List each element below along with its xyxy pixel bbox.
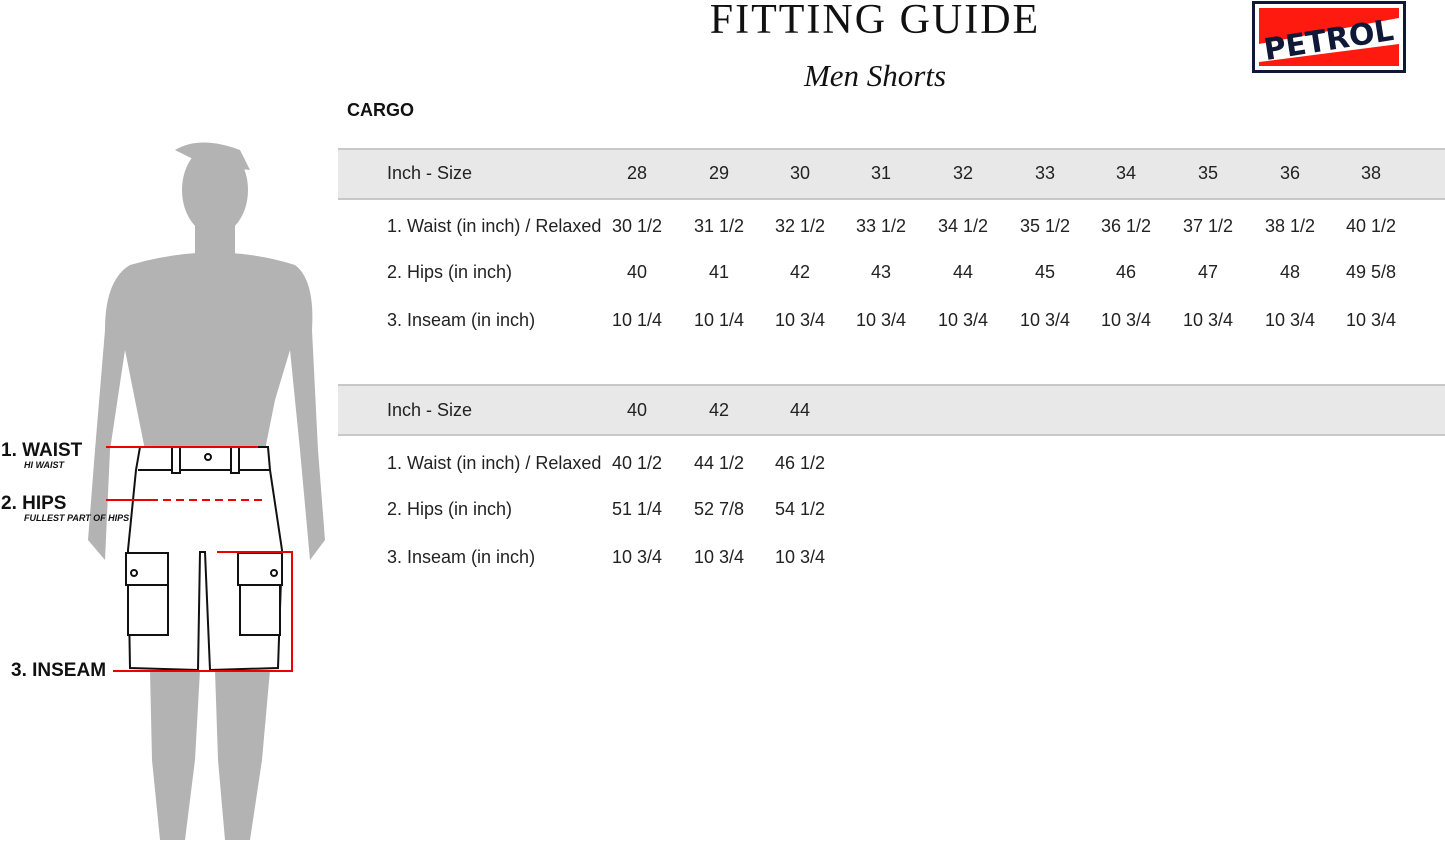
hips-sublabel: FULLEST PART OF HIPS <box>24 513 130 523</box>
table-cell: 40 1/2 <box>1345 216 1397 236</box>
size-header: 42 <box>708 400 730 420</box>
table-cell: 10 3/4 <box>1345 310 1397 330</box>
table-cell: 44 1/2 <box>693 453 745 473</box>
size-header: 36 <box>1279 163 1301 183</box>
table-header-label: Inch - Size <box>387 163 473 183</box>
table-cell: 10 3/4 <box>693 547 745 567</box>
table-cell: 51 1/4 <box>611 499 663 519</box>
table-cell: 38 1/2 <box>1264 216 1316 236</box>
row-label: 2. Hips (in inch) <box>387 262 513 282</box>
table-cell: 47 <box>1197 262 1219 282</box>
table-1-header-band <box>338 148 1445 200</box>
page-subtitle: Men Shorts <box>803 58 947 93</box>
table-header-label: Inch - Size <box>387 400 473 420</box>
row-label: 1. Waist (in inch) / Relaxed <box>387 216 602 236</box>
size-header: 34 <box>1115 163 1137 183</box>
table-cell: 10 3/4 <box>937 310 989 330</box>
table-2-header-band <box>338 384 1445 436</box>
row-label: 3. Inseam (in inch) <box>387 310 536 330</box>
table-cell: 40 <box>626 262 648 282</box>
table-cell: 10 1/4 <box>693 310 745 330</box>
table-cell: 41 <box>708 262 730 282</box>
table-cell: 10 3/4 <box>611 547 663 567</box>
table-cell: 36 1/2 <box>1100 216 1152 236</box>
table-cell: 46 1/2 <box>774 453 826 473</box>
table-cell: 32 1/2 <box>774 216 826 236</box>
hips-label: 2. HIPS <box>1 493 67 514</box>
row-label: 3. Inseam (in inch) <box>387 547 536 567</box>
waist-sublabel: HI WAIST <box>24 460 64 470</box>
table-cell: 46 <box>1115 262 1137 282</box>
size-header: 38 <box>1360 163 1382 183</box>
table-cell: 33 1/2 <box>855 216 907 236</box>
table-cell: 10 3/4 <box>1182 310 1234 330</box>
row-label: 2. Hips (in inch) <box>387 499 513 519</box>
table-cell: 43 <box>870 262 892 282</box>
size-header: 28 <box>626 163 648 183</box>
petrol-logo: PETROL <box>1252 1 1406 73</box>
inseam-label: 3. INSEAM <box>11 660 107 681</box>
table-cell: 10 3/4 <box>1100 310 1152 330</box>
table-cell: 10 1/4 <box>611 310 663 330</box>
table-cell: 44 <box>952 262 974 282</box>
body-silhouette <box>88 142 325 840</box>
waist-label: 1. WAIST <box>1 440 83 461</box>
table-cell: 49 5/8 <box>1345 262 1397 282</box>
size-header: 32 <box>952 163 974 183</box>
size-header: 31 <box>870 163 892 183</box>
table-cell: 48 <box>1279 262 1301 282</box>
table-cell: 10 3/4 <box>1019 310 1071 330</box>
table-cell: 37 1/2 <box>1182 216 1234 236</box>
table-cell: 34 1/2 <box>937 216 989 236</box>
table-cell: 35 1/2 <box>1019 216 1071 236</box>
row-label: 1. Waist (in inch) / Relaxed <box>387 453 602 473</box>
table-cell: 10 3/4 <box>1264 310 1316 330</box>
table-cell: 31 1/2 <box>693 216 745 236</box>
table-cell: 10 3/4 <box>855 310 907 330</box>
table-cell: 40 1/2 <box>611 453 663 473</box>
table-cell: 10 3/4 <box>774 310 826 330</box>
table-cell: 45 <box>1034 262 1056 282</box>
page-title: FITTING GUIDE <box>709 0 1041 43</box>
section-title: CARGO <box>347 100 414 120</box>
size-header: 29 <box>708 163 730 183</box>
table-cell: 10 3/4 <box>774 547 826 567</box>
table-cell: 52 7/8 <box>693 499 745 519</box>
size-header: 40 <box>626 400 648 420</box>
size-header: 44 <box>789 400 811 420</box>
table-cell: 54 1/2 <box>774 499 826 519</box>
size-header: 35 <box>1197 163 1219 183</box>
size-header: 30 <box>789 163 811 183</box>
table-cell: 42 <box>789 262 811 282</box>
size-header: 33 <box>1034 163 1056 183</box>
table-cell: 30 1/2 <box>611 216 663 236</box>
